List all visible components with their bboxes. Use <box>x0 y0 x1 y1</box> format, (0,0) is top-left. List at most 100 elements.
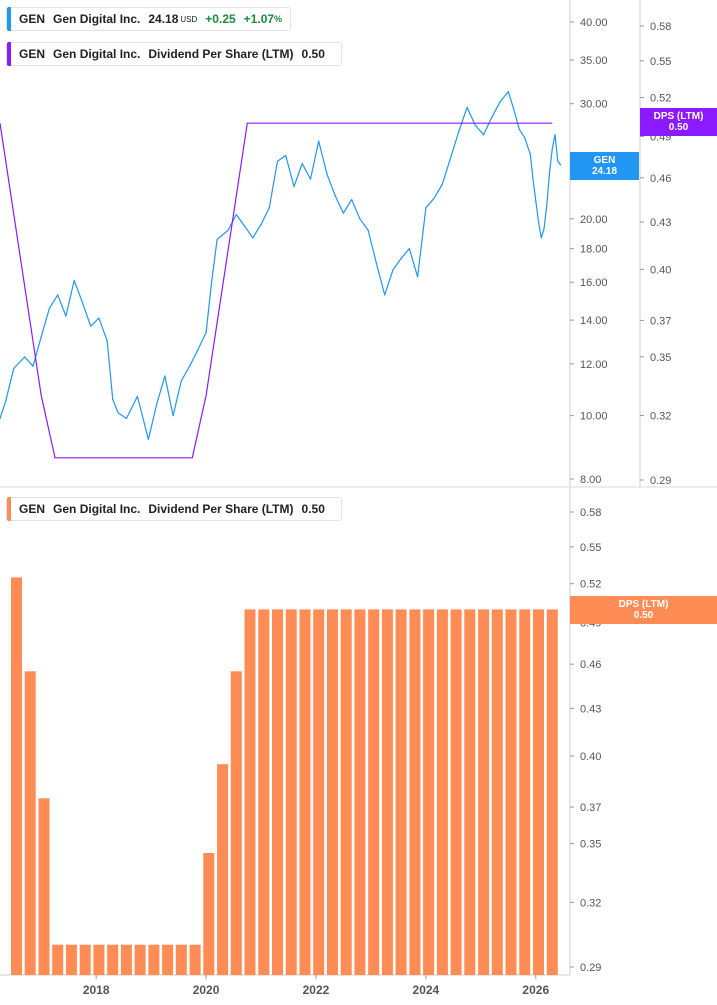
x-tick-label: 2026 <box>522 983 549 997</box>
price-point <box>24 356 26 358</box>
price-point <box>532 178 534 180</box>
price-line <box>0 91 561 440</box>
dps-top-legend-swatch <box>7 42 11 66</box>
dps-bar <box>175 944 187 975</box>
bottom-tick-label: 0.46 <box>580 659 601 671</box>
dps-bottom-legend[interactable]: GEN Gen Digital Inc. Dividend Per Share … <box>6 497 342 521</box>
dps-top-legend[interactable]: GEN Gen Digital Inc. Dividend Per Share … <box>6 42 342 66</box>
price-point <box>136 395 138 397</box>
bottom-tick-label: 0.43 <box>580 703 601 715</box>
dps-bottom-tag-value: 0.50 <box>633 610 654 621</box>
bottom-tick-label: 0.32 <box>580 897 601 909</box>
price-point <box>474 124 476 126</box>
bottom-tick-label: 0.40 <box>580 751 601 763</box>
price-point <box>384 294 386 296</box>
dps-bar <box>491 609 503 975</box>
price-tick-label: 20.00 <box>580 214 608 226</box>
price-tick-label: 16.00 <box>580 277 608 289</box>
price-point <box>499 101 501 103</box>
dps-bar <box>464 609 476 975</box>
price-point <box>425 207 427 209</box>
price-point <box>73 279 75 281</box>
price-point <box>433 197 435 199</box>
price-point <box>540 237 542 239</box>
dps-bar <box>244 609 256 975</box>
dps-bar <box>189 944 201 975</box>
price-point <box>172 415 174 417</box>
bottom-tick-label: 0.58 <box>580 507 601 519</box>
dps-bottom-legend-company: Gen Digital Inc. <box>53 502 141 516</box>
price-point <box>518 128 520 130</box>
price-point <box>548 172 551 174</box>
dps-bar <box>313 609 325 975</box>
dps-tick-label: 0.58 <box>650 21 671 33</box>
price-point <box>197 349 199 351</box>
price-point <box>285 154 287 157</box>
price-point <box>529 153 531 155</box>
dps-bar <box>203 853 215 975</box>
price-point <box>537 221 540 223</box>
dps-bar <box>381 609 393 975</box>
price-point <box>90 325 92 327</box>
dps-top-legend-ticker: GEN <box>19 47 46 61</box>
dps-bar <box>52 944 64 975</box>
price-point <box>117 412 119 414</box>
dps-bar <box>354 609 366 975</box>
bottom-tick-label: 0.29 <box>580 962 601 974</box>
price-point <box>301 162 303 165</box>
price-point <box>334 195 336 197</box>
dps-bar <box>505 609 517 975</box>
price-legend[interactable]: GEN Gen Digital Inc. 24.18 USD +0.25 +1.… <box>6 7 292 31</box>
dps-tick-label: 0.35 <box>650 352 671 364</box>
price-point <box>554 134 556 136</box>
price-point <box>392 269 394 271</box>
price-legend-change: +0.25 <box>205 12 236 26</box>
price-point <box>507 91 509 93</box>
dps-tick-label: 0.46 <box>650 173 671 185</box>
dps-bottom-legend-metric: Dividend Per Share (LTM) <box>148 502 294 516</box>
price-point <box>309 178 312 180</box>
dps-tick-label: 0.43 <box>650 217 671 229</box>
dps-bar <box>11 577 22 975</box>
dps-bar <box>107 944 119 975</box>
price-point <box>450 157 452 159</box>
dps-top-legend-company: Gen Digital Inc. <box>53 47 141 61</box>
price-tick-label: 12.00 <box>580 359 608 371</box>
bottom-tick-label: 0.55 <box>580 542 601 554</box>
price-point <box>252 237 254 239</box>
dps-tick-label: 0.40 <box>650 264 671 276</box>
price-point <box>326 173 328 175</box>
price-point <box>458 130 460 133</box>
bottom-tick-label: 0.37 <box>580 802 601 814</box>
x-tick-label: 2022 <box>303 983 330 997</box>
price-tick-label: 8.00 <box>580 474 601 486</box>
top-panel: 40.0035.0030.002520.0018.0016.0014.0012.… <box>0 0 671 487</box>
bottom-tick-label: 0.52 <box>580 579 601 591</box>
dps-bar <box>217 764 229 975</box>
dps-bar <box>258 609 270 975</box>
price-point <box>106 340 108 342</box>
price-point <box>260 224 262 226</box>
dps-bar <box>24 671 36 975</box>
price-point <box>211 281 213 283</box>
dps-bar <box>148 944 160 975</box>
price-tag-value: 24.18 <box>591 166 618 177</box>
dps-bar <box>533 609 544 975</box>
dps-bar <box>134 944 146 975</box>
bottom-panel: 0.580.550.520.490.460.430.400.370.350.32… <box>0 488 601 997</box>
dps-bar <box>423 609 435 975</box>
dps-top-legend-value: 0.50 <box>301 47 325 61</box>
price-point <box>546 204 548 206</box>
dps-top-tag-value: 0.50 <box>668 122 689 133</box>
price-point <box>351 199 353 201</box>
dps-bar <box>327 609 338 975</box>
price-legend-price: 24.18 <box>148 12 179 26</box>
dps-bar <box>340 609 352 975</box>
price-point <box>367 229 369 231</box>
price-tick-label: 18.00 <box>580 244 608 256</box>
dps-bottom-legend-value: 0.50 <box>301 502 325 516</box>
price-point <box>48 307 51 309</box>
dps-bar <box>120 944 132 975</box>
price-point <box>408 248 410 250</box>
price-tick-label: 40.00 <box>580 17 608 29</box>
